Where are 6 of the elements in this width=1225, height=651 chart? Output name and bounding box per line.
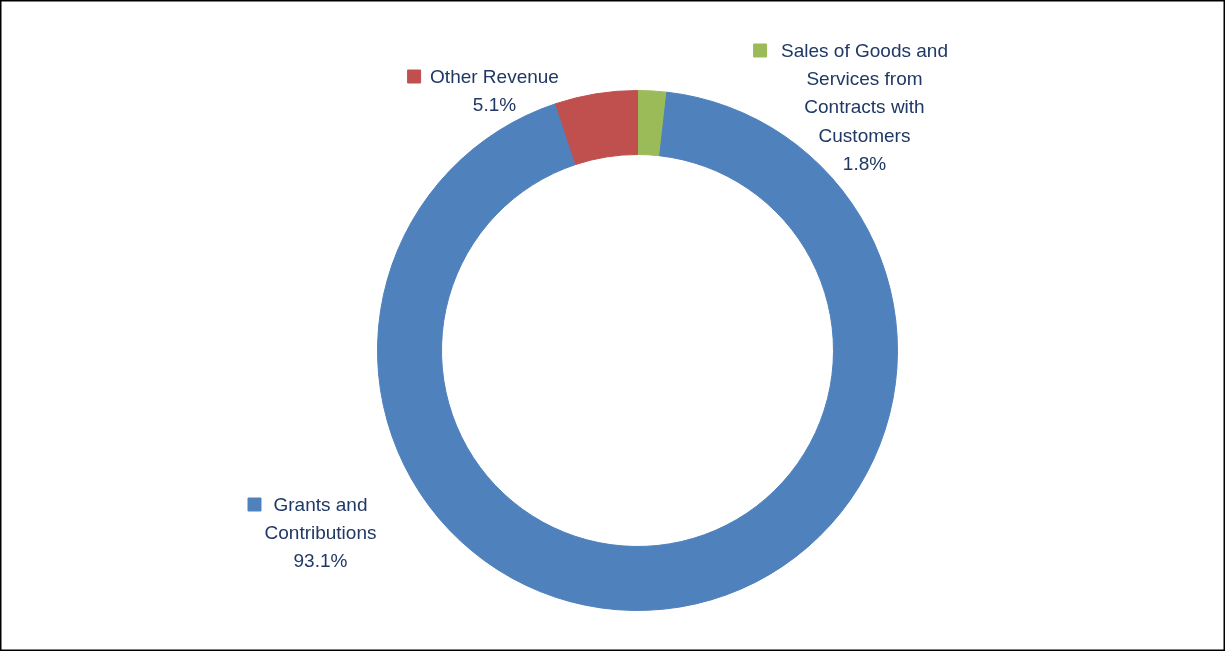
legend-label: Grants and Contributions	[264, 493, 377, 543]
legend-label: Other Revenue	[430, 65, 559, 87]
data-label: 5.1%	[472, 93, 517, 115]
legend-label: Sales of Goods and Services from Contracts with Customers	[781, 39, 948, 146]
data-label: 93.1%	[293, 550, 348, 572]
data-label: 1.8%	[842, 152, 887, 174]
